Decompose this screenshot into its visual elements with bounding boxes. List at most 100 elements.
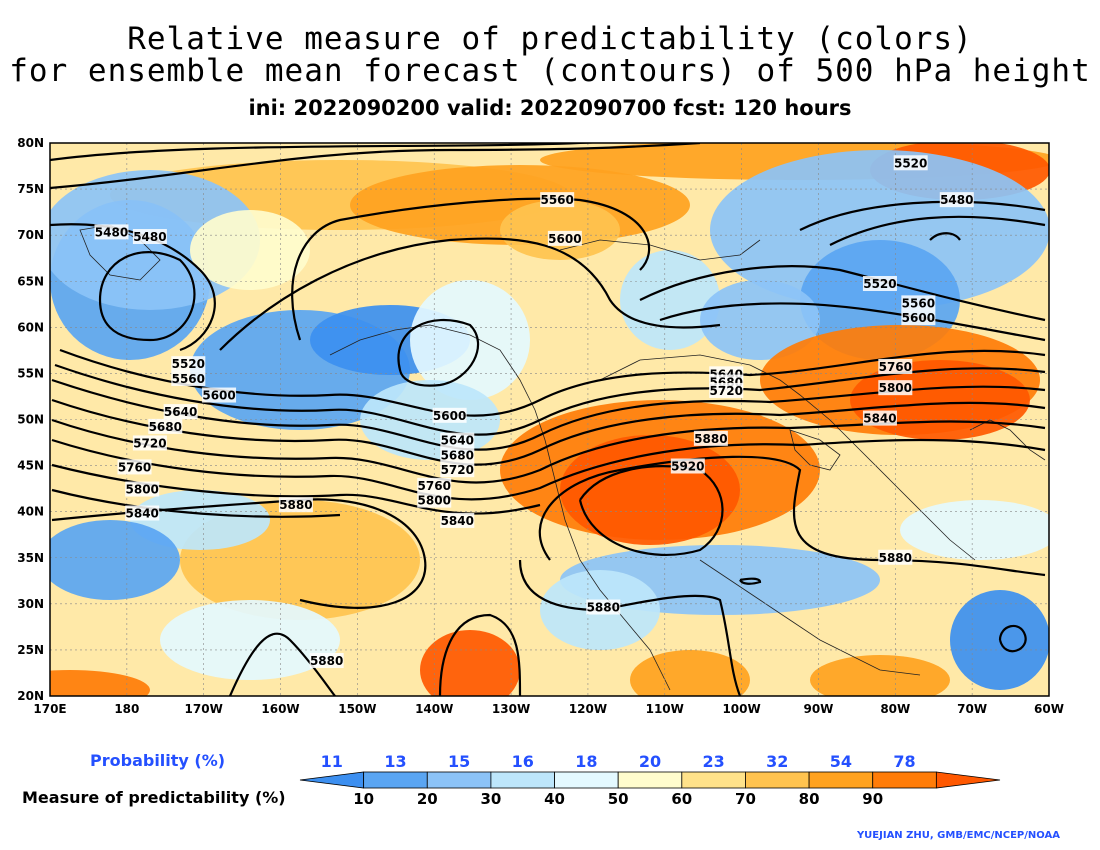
longitude-label: 80W <box>880 702 910 716</box>
colorbar-bin <box>681 771 746 789</box>
contour-line <box>51 438 1046 501</box>
contour-label: 5840 <box>125 505 160 521</box>
svg-text:5880: 5880 <box>879 551 912 565</box>
latitude-label: 50N <box>17 413 44 427</box>
shading-patch <box>620 250 720 350</box>
shading-patch <box>50 520 180 600</box>
measure-tick: 50 <box>608 790 629 808</box>
svg-text:5880: 5880 <box>310 654 343 668</box>
svg-text:5720: 5720 <box>710 384 743 398</box>
title-line-2: for ensemble mean forecast (contours) of… <box>9 53 1091 89</box>
longitude-label: 170E <box>33 702 66 716</box>
svg-text:5800: 5800 <box>879 381 912 395</box>
longitude-label: 70W <box>957 702 987 716</box>
contour-line <box>929 232 961 241</box>
colorbar-bin <box>299 771 365 789</box>
probability-tick: 16 <box>512 752 534 771</box>
contour-line <box>51 488 341 518</box>
contour-label: 5720 <box>709 382 744 398</box>
measure-tick: 40 <box>544 790 565 808</box>
contour-label: 5600 <box>202 387 237 403</box>
svg-text:5760: 5760 <box>879 360 912 374</box>
longitude-labels: 170E 180 170W 160W 150W 140W 130W 120W 110W 100W 9… <box>33 702 1064 716</box>
colorbar-bin <box>363 771 428 789</box>
coastline <box>559 239 761 261</box>
contour-line <box>228 632 336 696</box>
contour-line <box>578 465 724 557</box>
contour-line <box>739 577 762 585</box>
coastline <box>699 559 921 676</box>
contour-label: 5840 <box>862 410 897 426</box>
latitude-label: 45N <box>17 459 44 473</box>
map-frame <box>49 142 1050 697</box>
contour-line <box>438 613 522 696</box>
latitude-label: 40N <box>17 505 44 519</box>
shading-patch <box>410 280 530 400</box>
contour-label: 5760 <box>117 459 152 475</box>
probability-tick: 20 <box>639 752 661 771</box>
contour-label: 5480 <box>939 192 974 208</box>
contour-line <box>54 363 1046 436</box>
probability-tick: 23 <box>703 752 725 771</box>
svg-text:5840: 5840 <box>126 507 159 521</box>
shading-patch <box>900 500 1049 560</box>
measure-tick: 30 <box>480 790 501 808</box>
contour-label: 5760 <box>417 477 452 493</box>
measure-tick: 60 <box>671 790 692 808</box>
longitude-label: 90W <box>803 702 833 716</box>
measure-tick: 20 <box>417 790 438 808</box>
colorbar-bin <box>617 771 683 789</box>
predictability-shading <box>50 143 1049 696</box>
contour-line <box>639 265 1046 322</box>
svg-text:5880: 5880 <box>279 498 312 512</box>
svg-text:5480: 5480 <box>95 225 128 239</box>
longitude-label: 180 <box>114 702 139 716</box>
svg-text:5880: 5880 <box>694 432 727 446</box>
shading-patch <box>700 280 820 360</box>
contour-labels: 5480548055205480556056005520556056005640… <box>94 155 974 668</box>
latitude-label: 30N <box>17 597 44 611</box>
contour-label: 5640 <box>163 404 198 420</box>
title-line-1: Relative measure of predictability (colo… <box>127 21 973 57</box>
contour-line <box>98 251 196 342</box>
measure-tick: 70 <box>735 790 756 808</box>
map-plot-area: 5480548055205480556056005520556056005640… <box>50 143 1049 696</box>
latitude-label: 25N <box>17 643 44 657</box>
colorbar-bin <box>554 771 619 789</box>
contour-line <box>397 318 480 387</box>
contour-label: 5480 <box>94 224 129 240</box>
colorbar: 11 13 15 16 18 20 23 32 54 78 10 20 30 40 50 60 70 80 90 <box>299 752 1001 808</box>
contour-label: 5920 <box>670 458 705 474</box>
latitude-label: 20N <box>17 689 44 703</box>
svg-text:5800: 5800 <box>126 483 159 497</box>
probability-tick: 15 <box>448 752 470 771</box>
colorbar-bin <box>872 771 937 789</box>
longitude-label: 130W <box>492 702 530 716</box>
svg-text:5760: 5760 <box>118 460 151 474</box>
contour-line <box>829 215 1046 246</box>
latitude-label: 65N <box>17 274 44 288</box>
contour-label: 5520 <box>862 276 897 292</box>
contour-line <box>659 302 1046 342</box>
colorbar-bin <box>426 771 492 789</box>
probability-tick: 11 <box>321 752 343 771</box>
contour-line <box>291 197 651 341</box>
contour-label: 5560 <box>171 370 206 386</box>
probability-tick: 78 <box>893 752 915 771</box>
coastline <box>599 354 976 561</box>
coastline <box>789 429 841 471</box>
longitude-label: 120W <box>569 702 607 716</box>
svg-text:5720: 5720 <box>133 436 166 450</box>
contour-label: 5560 <box>540 192 575 208</box>
measure-tick: 10 <box>353 790 374 808</box>
longitude-label: 170W <box>185 702 223 716</box>
contour-line <box>59 348 1046 417</box>
shading-patch <box>710 150 1049 310</box>
probability-tick: 18 <box>575 752 597 771</box>
svg-text:5600: 5600 <box>548 232 581 246</box>
svg-text:5560: 5560 <box>902 296 935 310</box>
contour-label: 5480 <box>132 229 167 245</box>
svg-text:5600: 5600 <box>902 311 935 325</box>
probability-tick: 13 <box>384 752 406 771</box>
